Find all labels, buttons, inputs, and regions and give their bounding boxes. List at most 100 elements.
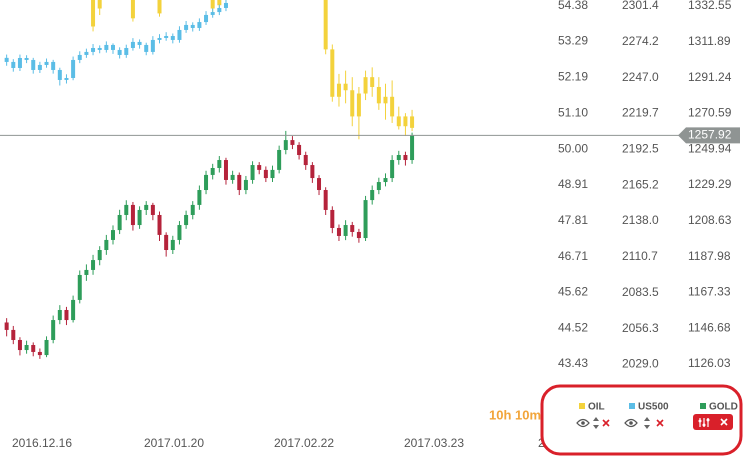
y-tick-label: 1311.89 [688, 34, 731, 48]
y-tick-label: 2219.7 [622, 106, 659, 120]
candle-body [197, 22, 202, 28]
candle-body [250, 165, 255, 180]
candle-body [290, 140, 295, 145]
candle-body [210, 12, 215, 15]
y-tick-label: 1208.63 [688, 213, 732, 227]
candle-body [410, 116, 415, 128]
candle-body [124, 47, 129, 55]
y-tick-label: 2138.0 [622, 213, 659, 227]
candle-body [230, 174, 235, 180]
candle-body [44, 339, 49, 356]
candle-body [363, 200, 368, 239]
y-tick-label: 1146.68 [688, 320, 731, 334]
candle-body [343, 83, 348, 91]
gold-controls[interactable] [693, 414, 733, 430]
y-tick-label: 51.10 [558, 105, 588, 119]
y-tick-label: 2083.5 [622, 285, 659, 299]
candle-body [383, 96, 388, 104]
candle-body [77, 274, 82, 300]
legend-swatch [700, 403, 706, 409]
candle-body [104, 44, 109, 50]
candle-body [104, 239, 109, 251]
candle-body [44, 61, 49, 65]
candle-body [117, 214, 122, 231]
x-tick-label: 2017.01.20 [144, 436, 204, 450]
countdown: 10h 10m [489, 407, 541, 422]
candle-body [157, 37, 162, 40]
candle-body [64, 309, 69, 321]
candle-body [37, 64, 42, 70]
candle-body [137, 41, 142, 45]
candle-body [4, 57, 9, 62]
oil-controls[interactable] [576, 417, 610, 429]
y-tick-label: 1187.98 [688, 249, 731, 263]
candle-body [170, 36, 175, 40]
candle-body [223, 2, 228, 8]
candle-body [97, 250, 102, 261]
candle-body [24, 57, 29, 60]
candle-body [91, 0, 96, 27]
price-badge-label: 1257.92 [688, 128, 732, 142]
candle-body [184, 214, 189, 226]
candle-body [124, 204, 129, 215]
candle-body [263, 169, 268, 179]
candle-body [356, 93, 361, 117]
candle-body [390, 96, 395, 117]
candle-body [11, 61, 16, 68]
us500-controls[interactable] [624, 417, 664, 429]
candle-body [57, 69, 62, 80]
candle-body [31, 345, 36, 352]
candle-body [91, 47, 96, 52]
candle-body [77, 54, 82, 60]
candle-body [177, 29, 182, 40]
legend: OIL US500 GOLD [540, 384, 743, 456]
candle-body [37, 351, 42, 356]
candle-body [130, 204, 135, 226]
candle-body [370, 190, 375, 201]
candle-body [210, 167, 215, 175]
candle-body [71, 59, 76, 78]
candle-body [370, 77, 375, 87]
candle-body [297, 144, 302, 155]
candle-body [210, 0, 215, 9]
legend-label: US500 [638, 402, 669, 413]
candle-body [243, 179, 248, 191]
y-tick-label: 1229.29 [688, 177, 732, 191]
y-tick-label: 45.62 [558, 285, 588, 299]
candle-body [57, 309, 62, 321]
x-tick-label: 2017.03.23 [404, 436, 464, 450]
y-tick-label: 1167.33 [688, 285, 731, 299]
y-tick-label: 50.00 [558, 141, 588, 155]
y-tick-label: 47.81 [558, 213, 588, 227]
y-tick-label: 52.19 [558, 70, 588, 84]
candle-body [237, 174, 242, 191]
candle-body [11, 329, 16, 340]
candle-body [376, 182, 381, 191]
candle-body [330, 209, 335, 228]
candle-body [117, 49, 122, 55]
candle-body [177, 225, 182, 240]
candle-body [51, 61, 56, 70]
candle-body [130, 0, 135, 19]
y-tick-label: 53.29 [558, 34, 588, 48]
candle-body [197, 190, 202, 205]
candle-body [184, 24, 189, 30]
candle-body [84, 269, 89, 275]
candle-body [403, 154, 408, 161]
candle-body [170, 239, 175, 251]
legend-swatch [579, 403, 585, 409]
y-tick-label: 2301.4 [622, 0, 659, 12]
y-tick-label: 1126.03 [688, 356, 731, 370]
candle-body [350, 225, 355, 232]
y-tick-label: 1332.55 [688, 0, 732, 12]
candle-body [270, 169, 275, 179]
y-tick-label: 46.71 [558, 249, 588, 263]
candle-body [223, 160, 228, 180]
candle-body [323, 190, 328, 210]
candle-body [51, 320, 56, 340]
candle-body [150, 39, 155, 52]
candle-body [383, 178, 388, 183]
candle-body [144, 204, 149, 210]
candle-body [204, 14, 209, 23]
